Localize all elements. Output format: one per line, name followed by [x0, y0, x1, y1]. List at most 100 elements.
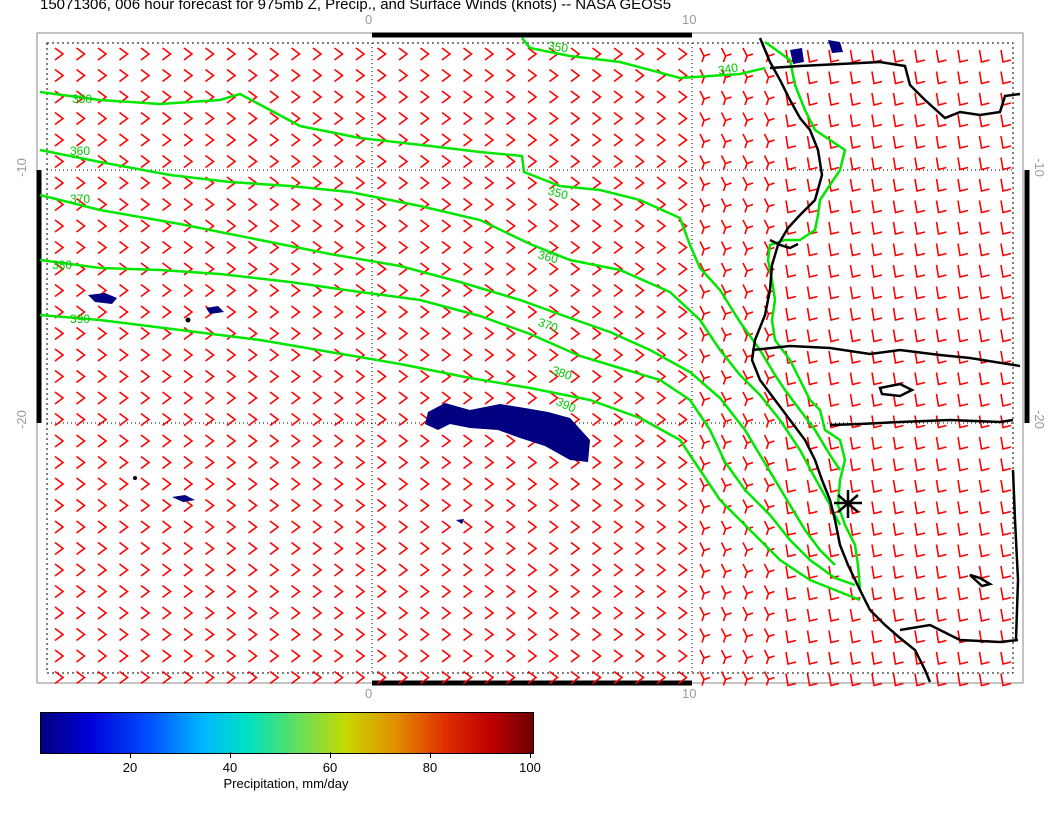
wind-barb — [613, 455, 624, 470]
wind-barb — [742, 585, 754, 600]
wind-barb — [699, 628, 711, 643]
border-central — [751, 344, 1021, 368]
wind-barb — [226, 197, 237, 212]
wind-barb — [892, 458, 904, 472]
wind-barb — [635, 348, 645, 362]
wind-barb — [785, 608, 797, 622]
wind-barb — [76, 649, 86, 663]
wind-barb — [420, 670, 430, 685]
wind-barb — [76, 606, 86, 620]
wind-barb — [119, 477, 129, 491]
wind-barb — [892, 200, 904, 214]
contour-380 — [39, 258, 856, 587]
map-panel: 0 10 0 10 -10 -20 -10 -20 350 340 350 36… — [14, 12, 1047, 701]
wind-barb — [914, 479, 926, 493]
wind-barb — [720, 155, 732, 170]
wind-barb — [76, 283, 86, 298]
wind-barb — [1000, 673, 1012, 687]
wind-barb — [269, 262, 280, 276]
wind-barb — [828, 264, 840, 278]
wind-barb — [76, 477, 86, 491]
wind-barb — [205, 627, 215, 642]
wind-barb — [914, 393, 926, 407]
wind-barb — [678, 434, 688, 448]
wind-barb — [248, 262, 258, 276]
wind-barb — [978, 264, 990, 278]
wind-barb — [334, 541, 344, 556]
wind-barb — [656, 541, 667, 556]
wind-barb — [226, 391, 237, 405]
wind-barb — [849, 49, 861, 63]
colorbar-tick — [230, 752, 231, 758]
wind-barb — [398, 412, 409, 427]
wind-barb — [420, 498, 430, 513]
wind-barb — [420, 369, 430, 384]
wind-barb — [226, 326, 237, 341]
island-lake — [878, 382, 915, 398]
wind-barb — [119, 434, 129, 448]
wind-barb — [54, 133, 65, 147]
wind-barb — [54, 111, 65, 126]
wind-barb — [377, 520, 387, 534]
wind-barb — [592, 111, 602, 126]
wind-barb — [463, 326, 473, 341]
wind-barb — [527, 68, 538, 83]
wind-barb — [957, 479, 969, 493]
wind-barb — [978, 501, 990, 515]
wind-barb — [849, 458, 861, 472]
wind-barb — [162, 68, 172, 83]
wind-barb — [76, 541, 86, 556]
wind-barb — [97, 68, 108, 83]
inner-frame — [46, 42, 1014, 674]
wind-barb — [312, 305, 323, 319]
wind-barb — [312, 520, 323, 534]
precip-patch-small-1 — [206, 306, 224, 314]
wind-barb — [140, 649, 151, 663]
wind-barb — [978, 372, 990, 386]
wind-barb — [871, 372, 883, 386]
wind-barb — [978, 458, 990, 472]
wind-barb — [978, 587, 990, 601]
wind-barb — [205, 606, 215, 620]
wind-barb — [1000, 393, 1012, 407]
wind-barb — [506, 68, 516, 83]
wind-barb — [613, 649, 624, 663]
wind-barb — [785, 307, 797, 321]
wind-barb — [441, 47, 452, 61]
wind-barb — [377, 240, 387, 255]
wind-barb — [312, 455, 323, 470]
wind-barb — [463, 434, 473, 448]
wind-barb — [463, 627, 473, 642]
wind-barb — [635, 240, 645, 255]
wind-barb — [592, 541, 602, 556]
wind-barb — [377, 111, 387, 126]
wind-barb — [720, 542, 732, 557]
wind-barb — [76, 219, 86, 233]
wind-barb — [183, 176, 194, 190]
wind-barb — [892, 114, 904, 128]
wind-barb — [763, 133, 775, 149]
wind-barb — [54, 670, 65, 685]
wind-barb — [291, 627, 301, 642]
wind-barb — [441, 498, 452, 513]
wind-barb — [420, 584, 430, 599]
wind-barb — [226, 627, 237, 642]
wind-barb — [592, 326, 602, 341]
wind-barb — [463, 348, 473, 362]
wind-barb — [484, 606, 495, 620]
island-small — [969, 573, 994, 588]
wind-barb — [140, 369, 151, 384]
wind-barb — [699, 112, 711, 127]
wind-barb — [635, 154, 645, 169]
wind-barb — [119, 670, 129, 685]
wind-barb — [849, 157, 861, 171]
wind-barb — [957, 49, 969, 63]
wind-barb — [269, 305, 280, 319]
border-southeast — [899, 623, 1019, 644]
wind-barb — [312, 262, 323, 276]
wind-barb — [183, 627, 194, 642]
wind-barb — [291, 541, 301, 556]
wind-barbs-layer — [54, 47, 1012, 687]
wind-barb — [806, 200, 818, 214]
wind-barb — [140, 305, 151, 319]
